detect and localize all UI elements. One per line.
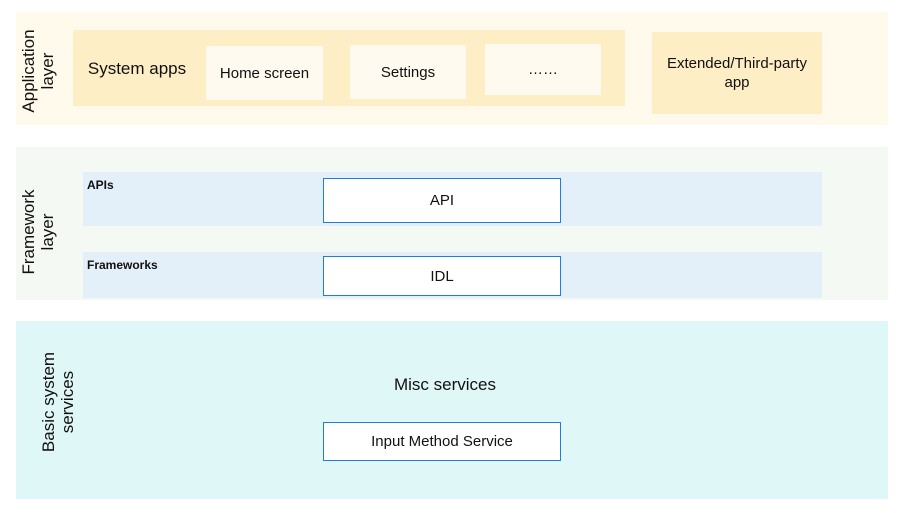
frameworks-label: Frameworks: [87, 258, 158, 272]
idl-box: IDL: [323, 256, 561, 296]
misc-services-label: Misc services: [393, 375, 496, 394]
api-box: API: [323, 178, 561, 223]
basic-services-layer: Basic system services: [16, 321, 888, 499]
settings-box: Settings: [350, 45, 466, 99]
more-apps-box: ……: [485, 44, 601, 95]
framework-layer-label: Framework layer: [19, 189, 57, 275]
system-apps-label: System apps: [87, 58, 187, 78]
input-method-service-box: Input Method Service: [323, 422, 561, 461]
home-screen-box: Home screen: [206, 46, 323, 100]
application-layer-label: Application layer: [19, 29, 57, 113]
extended-app-box: Extended/Third-party app: [652, 32, 822, 114]
basic-services-label: Basic system services: [39, 351, 77, 453]
apis-label: APIs: [87, 178, 114, 192]
